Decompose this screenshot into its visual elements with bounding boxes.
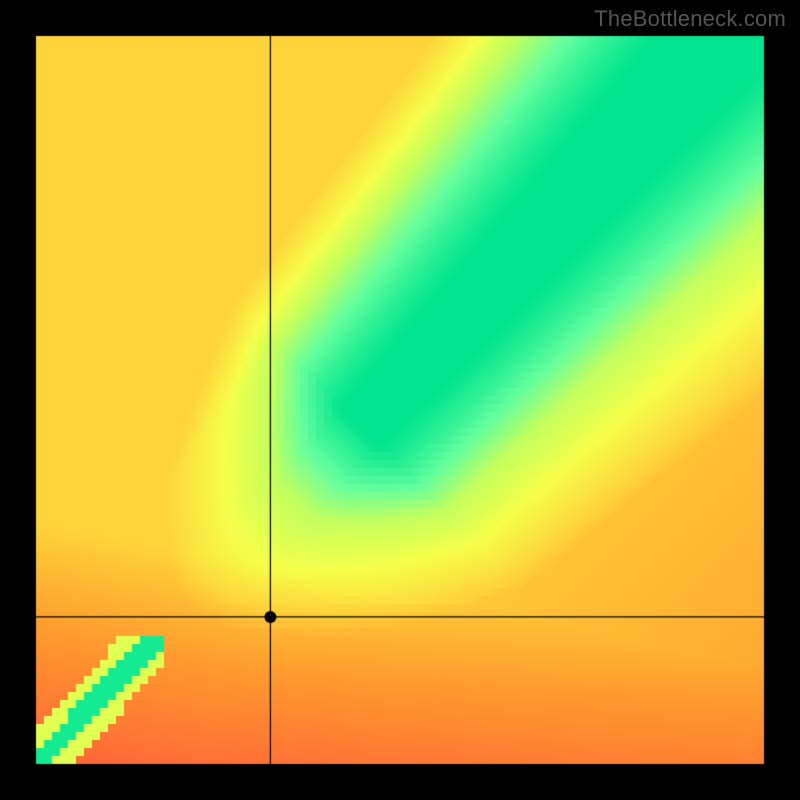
bottleneck-heatmap-canvas	[0, 0, 800, 800]
watermark-text: TheBottleneck.com	[594, 6, 786, 32]
chart-container: TheBottleneck.com	[0, 0, 800, 800]
